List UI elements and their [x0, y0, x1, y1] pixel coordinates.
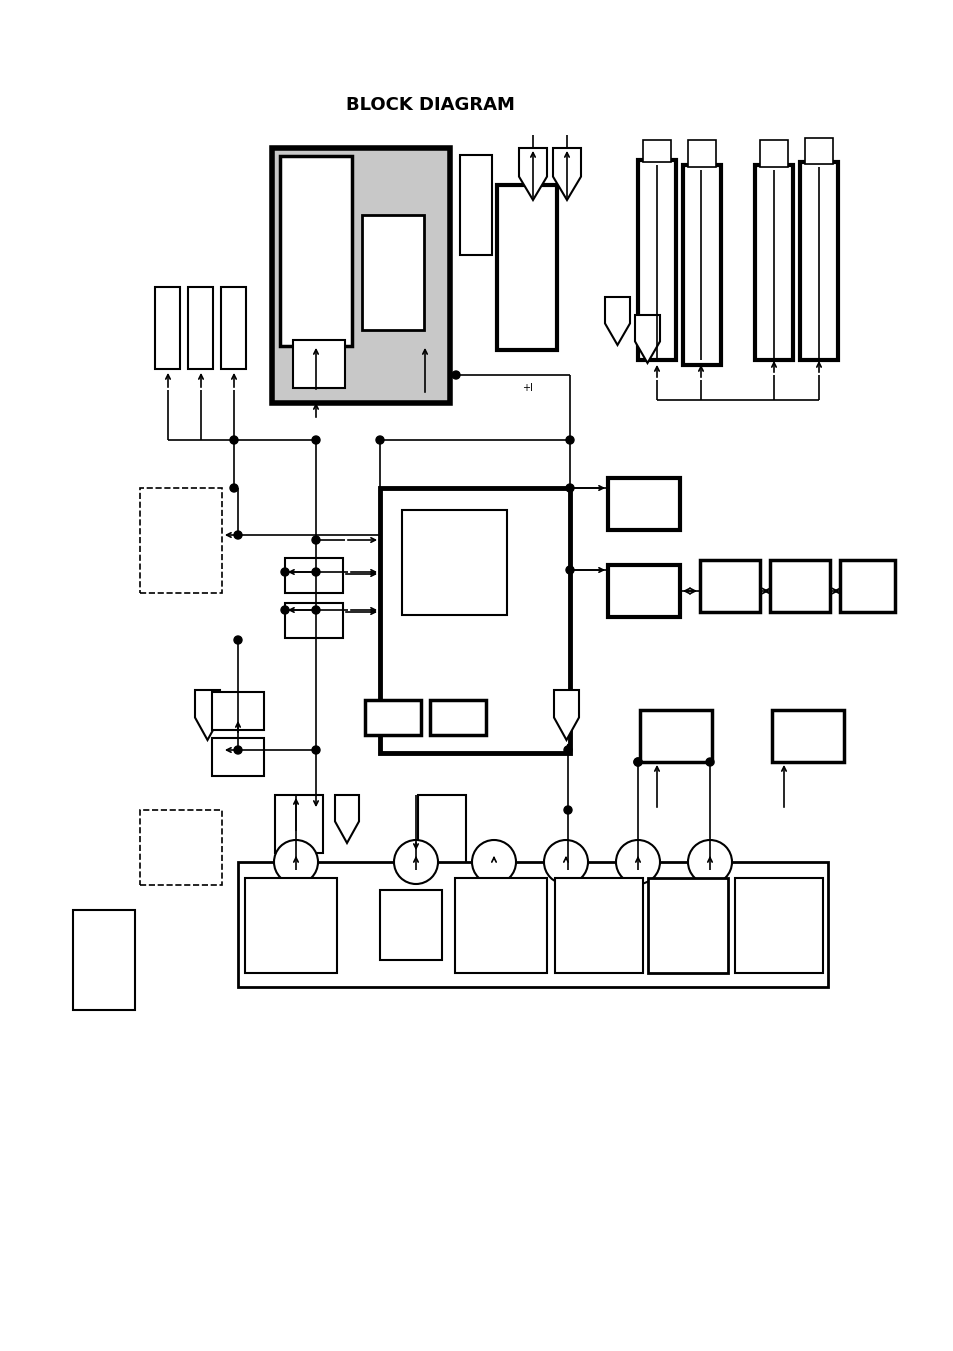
Bar: [459, 155, 492, 255]
Bar: [274, 794, 323, 852]
Bar: [804, 138, 832, 163]
Bar: [607, 565, 679, 617]
Bar: [497, 185, 557, 350]
Circle shape: [312, 746, 319, 754]
Polygon shape: [518, 149, 546, 200]
Circle shape: [565, 566, 574, 574]
Ellipse shape: [274, 840, 317, 884]
Circle shape: [563, 807, 572, 815]
Circle shape: [565, 436, 574, 444]
Circle shape: [375, 436, 384, 444]
Circle shape: [233, 636, 242, 644]
Circle shape: [312, 436, 319, 444]
Circle shape: [634, 758, 641, 766]
Bar: [800, 162, 837, 359]
Ellipse shape: [687, 840, 731, 884]
Bar: [280, 155, 352, 346]
Circle shape: [230, 484, 237, 492]
Bar: [417, 794, 465, 870]
Text: BLOCK DIAGRAM: BLOCK DIAGRAM: [345, 96, 514, 113]
Circle shape: [312, 567, 319, 576]
Circle shape: [452, 372, 459, 380]
Polygon shape: [554, 690, 578, 740]
Bar: [188, 286, 213, 369]
Circle shape: [281, 607, 289, 613]
Bar: [285, 603, 343, 638]
Polygon shape: [194, 690, 220, 740]
Circle shape: [230, 436, 237, 444]
Bar: [639, 711, 711, 762]
Circle shape: [312, 536, 319, 544]
Polygon shape: [553, 149, 580, 200]
Bar: [555, 878, 642, 973]
Bar: [365, 700, 420, 735]
Circle shape: [312, 607, 319, 613]
Bar: [361, 215, 423, 330]
Bar: [272, 149, 450, 403]
Bar: [638, 159, 676, 359]
Circle shape: [705, 758, 713, 766]
Text: +I: +I: [521, 382, 532, 393]
Bar: [455, 878, 546, 973]
Bar: [647, 878, 727, 973]
Bar: [212, 738, 264, 775]
Bar: [840, 561, 894, 612]
Polygon shape: [635, 315, 659, 363]
Bar: [237, 862, 827, 988]
Circle shape: [233, 746, 242, 754]
Bar: [734, 878, 822, 973]
Bar: [760, 141, 787, 168]
Circle shape: [563, 746, 572, 754]
Bar: [154, 286, 180, 369]
Circle shape: [281, 567, 289, 576]
Ellipse shape: [394, 840, 437, 884]
Bar: [212, 692, 264, 730]
Bar: [769, 561, 829, 612]
Bar: [73, 911, 135, 1011]
Bar: [401, 509, 506, 615]
Bar: [245, 878, 336, 973]
Ellipse shape: [472, 840, 516, 884]
Bar: [221, 286, 246, 369]
Bar: [293, 340, 345, 388]
Circle shape: [233, 531, 242, 539]
Bar: [682, 165, 720, 365]
Circle shape: [565, 484, 574, 492]
Circle shape: [634, 758, 641, 766]
Bar: [430, 700, 485, 735]
Bar: [687, 141, 716, 168]
Polygon shape: [335, 794, 358, 843]
Bar: [140, 811, 222, 885]
Bar: [379, 488, 569, 753]
Bar: [771, 711, 843, 762]
Bar: [754, 165, 792, 359]
Bar: [379, 890, 441, 961]
Bar: [607, 478, 679, 530]
Bar: [285, 558, 343, 593]
Polygon shape: [604, 297, 629, 345]
Bar: [642, 141, 670, 162]
Ellipse shape: [616, 840, 659, 884]
Bar: [140, 488, 222, 593]
Bar: [700, 561, 760, 612]
Ellipse shape: [543, 840, 587, 884]
